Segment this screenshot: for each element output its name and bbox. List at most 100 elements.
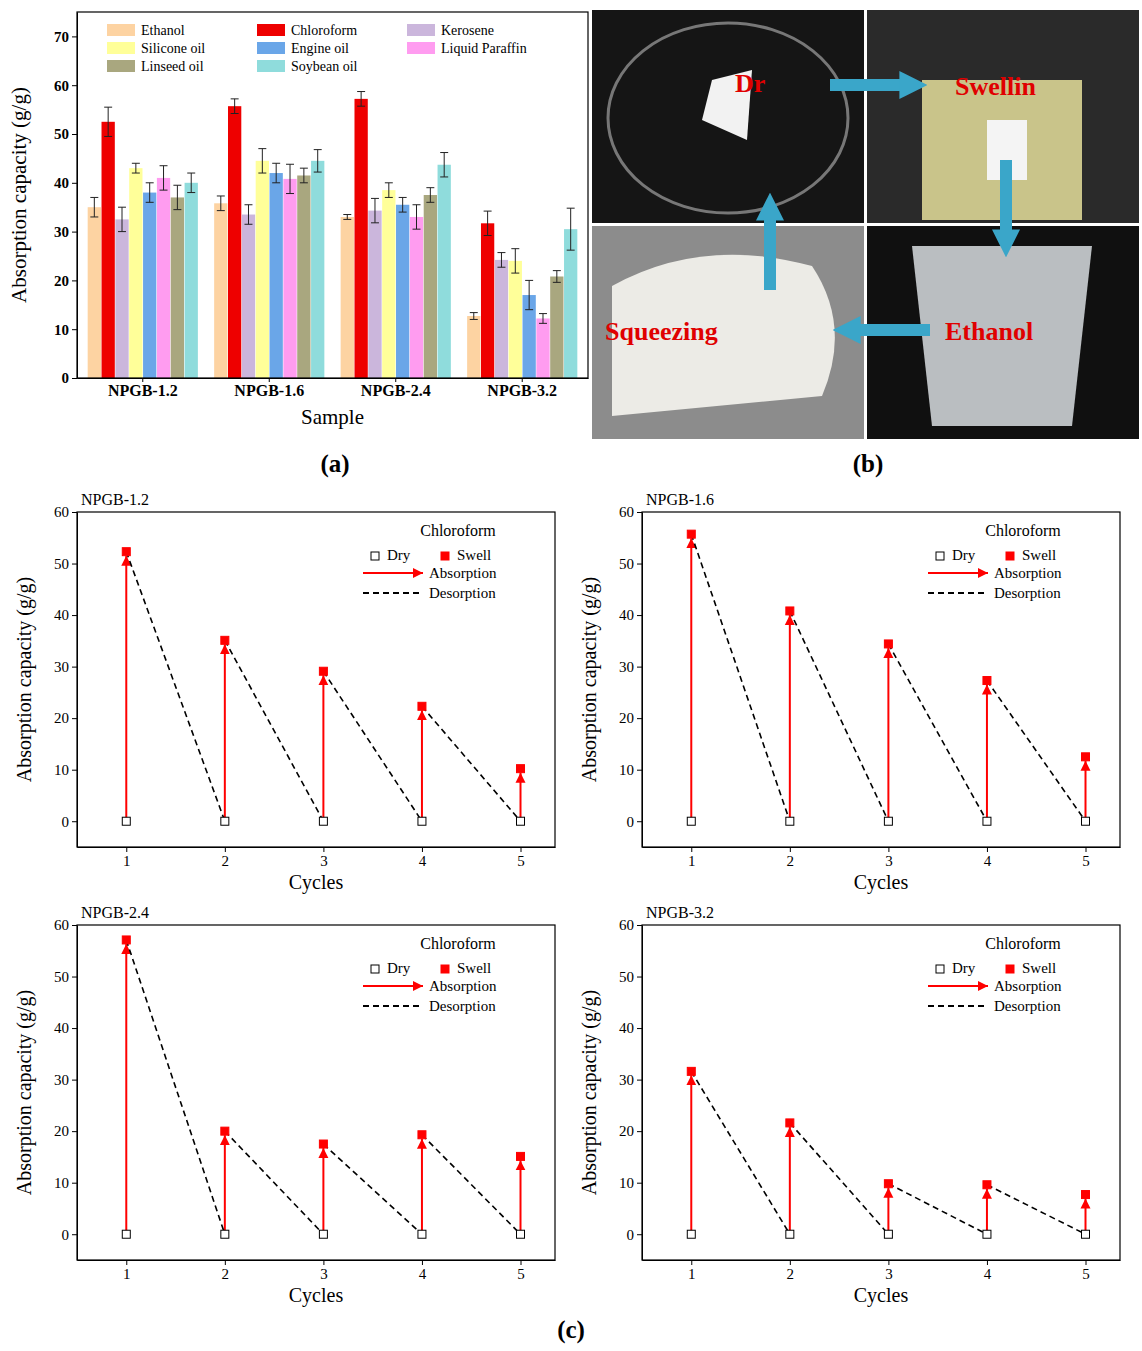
axis-line [78,847,556,848]
swell-point [418,1131,426,1139]
tick-label: 70 [54,29,69,45]
swell-point [418,702,426,710]
legend-swatch [257,24,285,36]
legend-swatch [371,552,379,560]
tick-mark [987,1260,988,1265]
error-cap [511,273,519,274]
error-line [248,205,249,225]
cycle-chart: 010203040506012345CyclesAbsorption capac… [578,904,1121,1307]
legend-label: Swell [1022,960,1056,976]
tick: 70 [54,29,77,45]
tick-mark [637,564,642,565]
panel-label: (b) [853,450,884,478]
photo-detail [912,246,1092,426]
x-axis-title: Cycles [854,1284,909,1307]
error-line [473,313,474,320]
error-cap [90,216,98,217]
tick-mark [1086,1260,1087,1265]
tick-mark [72,36,77,37]
cycle-chart: 010203040506012345CyclesAbsorption capac… [578,491,1121,894]
tick-label: NPGB-3.2 [487,382,557,399]
tick-label: 4 [419,853,427,869]
error-cap [104,136,112,137]
bar [438,165,451,378]
error-cap [426,202,434,203]
tick-mark [987,847,988,852]
error-cap [160,165,168,166]
legend-label: Dry [952,547,976,563]
legend-label: Swell [457,547,491,563]
error-line [303,168,304,183]
tick-mark [323,847,324,852]
tick-mark [72,718,77,719]
tick-mark [72,1234,77,1235]
absorption-arrow [690,538,692,821]
tick: 50 [54,126,77,142]
legend-title: Chloroform [420,522,496,539]
error-cap [426,187,434,188]
bar [143,193,156,378]
tick: 2 [787,847,795,869]
dry-point [983,817,991,825]
tick-label: NPGB-1.2 [108,382,178,399]
x-axis: 12345 [78,1260,556,1282]
tick-mark [72,770,77,771]
swell-point [1082,753,1090,761]
tick: 30 [54,224,77,240]
error-bar [314,150,322,172]
legend-swatch [441,552,449,560]
error-line [529,280,530,309]
plot-frame [642,512,1120,847]
desorption-line [888,644,987,821]
bar [242,215,255,378]
tick: 20 [54,1123,77,1139]
dry-point [884,1230,892,1238]
swell-point [687,530,695,538]
error-line [262,149,263,173]
dry-point [122,817,130,825]
flow-arrow [764,215,776,290]
bar [410,217,423,378]
error-bar [132,163,140,173]
tick-label: 5 [1082,853,1090,869]
legend: ChloroformDrySwellAbsorptionDesorption [928,935,1062,1014]
tick-mark [72,615,77,616]
bar [228,106,241,378]
error-bar [553,271,561,283]
tick-label: 3 [885,1266,893,1282]
tick-label: NPGB-2.4 [361,382,431,399]
error-bar [118,207,126,231]
bar [297,175,310,378]
error-cap [314,149,322,150]
y-axis-title: Absorption capacity (g/g) [13,990,36,1196]
error-bar [104,107,112,136]
tick-label: 30 [619,1072,634,1088]
error-line [276,163,277,183]
swell-point [786,607,794,615]
error-cap [314,172,322,173]
legend-label: Absorption [994,978,1062,994]
tick-label: 30 [54,659,69,675]
error-bar [385,183,393,198]
bar [495,260,508,378]
tick-mark [521,1260,522,1265]
tick: 30 [619,659,642,675]
tick-label: 0 [62,1227,70,1243]
tick: 5 [517,1260,525,1282]
error-line [444,153,445,177]
tick: 1 [688,847,696,869]
bar-chart: 010203040506070NPGB-1.2NPGB-1.6NPGB-2.4N… [7,12,589,429]
error-cap [371,222,379,223]
error-cap [217,210,225,211]
error-cap [539,323,547,324]
error-line [556,271,557,283]
tick-mark [72,821,77,822]
tick-label: 3 [320,1266,328,1282]
axis-line [642,926,643,1261]
tick-label: 40 [619,1020,634,1036]
error-cap [118,231,126,232]
error-cap [385,197,393,198]
desorption-line [323,1144,422,1234]
error-bar [286,164,294,193]
tick: 50 [619,969,642,985]
